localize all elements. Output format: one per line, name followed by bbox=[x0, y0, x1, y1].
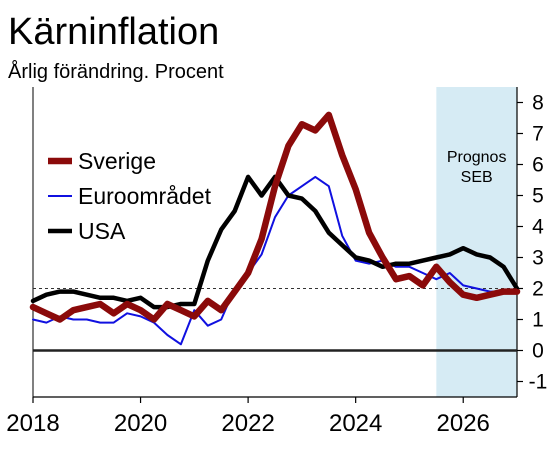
x-tick-label: 2020 bbox=[114, 410, 167, 437]
y-tick-label: 8 bbox=[532, 92, 544, 115]
forecast-band bbox=[436, 87, 517, 397]
legend-label-usa: USA bbox=[78, 218, 126, 244]
y-tick-label: 5 bbox=[532, 185, 544, 208]
y-tick-label: -1 bbox=[529, 371, 548, 394]
x-tick-label: 2024 bbox=[329, 410, 382, 437]
y-tick-label: 2 bbox=[532, 278, 544, 301]
series-line-sverige bbox=[29, 111, 521, 323]
forecast-label-line2: SEB bbox=[461, 169, 493, 186]
y-tick-label: 3 bbox=[532, 247, 544, 270]
y-tick-label: 7 bbox=[532, 123, 544, 146]
forecast-label-line1: Prognos bbox=[447, 149, 507, 166]
y-tick-label: 1 bbox=[532, 309, 544, 332]
x-tick-label: 2018 bbox=[6, 410, 59, 437]
y-tick-label: 6 bbox=[532, 154, 544, 177]
y-tick-label: 0 bbox=[532, 340, 544, 363]
series-line-euroområdet bbox=[32, 175, 518, 346]
x-tick-label: 2022 bbox=[221, 410, 274, 437]
legend-label-euroområdet: Euroområdet bbox=[78, 183, 212, 209]
legend-label-sverige: Sverige bbox=[78, 148, 156, 174]
chart-title: Kärninflation bbox=[8, 11, 220, 53]
x-tick-label: 2026 bbox=[437, 410, 490, 437]
chart-subtitle: Årlig förändring. Procent bbox=[8, 61, 224, 83]
y-tick-label: 4 bbox=[532, 216, 544, 239]
